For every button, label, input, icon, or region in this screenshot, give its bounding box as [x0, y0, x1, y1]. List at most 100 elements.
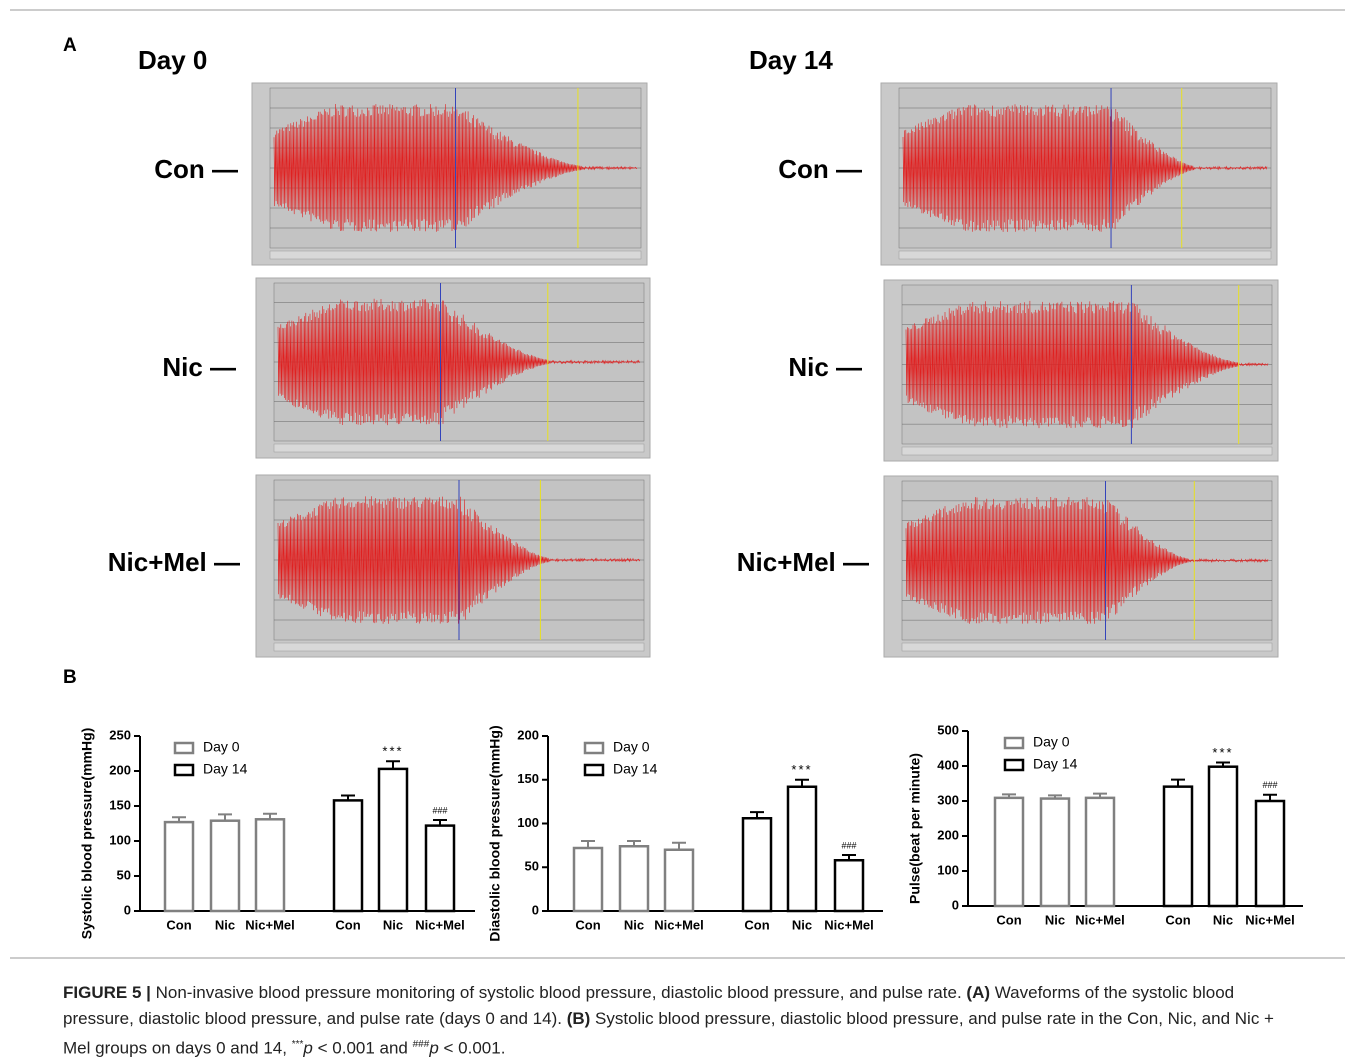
row-label: Nic —	[162, 352, 236, 382]
bar	[1209, 767, 1237, 906]
caption-label: FIGURE 5 |	[63, 983, 151, 1002]
legend-swatch	[1005, 760, 1023, 770]
caption-text: (B)	[567, 1009, 591, 1028]
y-tick-label: 50	[117, 867, 131, 882]
waveform-scale	[270, 251, 641, 259]
caption-text: ***	[292, 1039, 304, 1050]
legend-label: Day 0	[203, 739, 240, 755]
y-tick-label: 100	[937, 862, 959, 877]
legend-label: Day 14	[203, 761, 248, 777]
bar	[1086, 798, 1114, 906]
y-tick-label: 0	[532, 902, 539, 917]
y-tick-label: 100	[109, 832, 131, 847]
y-axis-label: Pulse(beat per minute)	[907, 753, 923, 904]
y-tick-label: 0	[124, 902, 131, 917]
bar	[788, 787, 816, 911]
column-label: Day 14	[749, 45, 833, 75]
bar	[574, 848, 602, 911]
legend-label: Day 0	[613, 739, 650, 755]
caption-text: < 0.001.	[444, 1039, 506, 1058]
bar	[835, 860, 863, 911]
x-tick-label: Nic+Mel	[654, 917, 704, 932]
caption-text: p	[429, 1039, 438, 1058]
legend-swatch	[1005, 738, 1023, 748]
x-tick-label: Nic+Mel	[245, 917, 295, 932]
y-tick-label: 200	[937, 827, 959, 842]
significance-label: ***	[1212, 745, 1233, 760]
x-tick-label: Nic+Mel	[415, 917, 465, 932]
bar	[211, 821, 239, 911]
x-tick-label: Nic+Mel	[1075, 912, 1125, 927]
bar	[165, 822, 193, 911]
panel-label: A	[63, 35, 77, 56]
significance-label: ###	[841, 840, 856, 850]
bar	[620, 846, 648, 911]
waveform-scale	[274, 444, 644, 452]
significance-label: ###	[432, 805, 447, 815]
row-label: Con —	[154, 154, 238, 184]
bar	[1164, 787, 1192, 906]
y-tick-label: 300	[937, 792, 959, 807]
bar	[426, 826, 454, 911]
column-label: Day 0	[138, 45, 207, 75]
caption: FIGURE 5 | Non-invasive blood pressure m…	[63, 980, 1298, 1062]
waveform-scale	[902, 447, 1272, 455]
bar	[256, 819, 284, 911]
caption-text: < 0.001 and	[318, 1039, 408, 1058]
x-tick-label: Nic	[1045, 912, 1065, 927]
legend-swatch	[175, 743, 193, 753]
bar	[334, 800, 362, 911]
waveform-scale	[274, 643, 644, 651]
caption-text: ###	[413, 1039, 430, 1050]
y-tick-label: 150	[517, 771, 539, 786]
page: A Day 0 Day 14 Con — Nic — Nic+Mel — Con…	[0, 0, 1355, 1060]
x-tick-label: Nic	[383, 917, 403, 932]
row-label: Nic+Mel —	[737, 547, 869, 577]
y-axis-label: Diastolic blood pressure(mmHg)	[487, 725, 503, 941]
waveform-scale	[902, 643, 1272, 651]
y-tick-label: 50	[525, 859, 539, 874]
x-tick-label: Con	[1165, 912, 1190, 927]
panel-label: B	[63, 667, 77, 688]
significance-label: ###	[1262, 780, 1277, 790]
x-tick-label: Nic	[624, 917, 644, 932]
y-axis-label: Systolic blood pressure(mmHg)	[79, 728, 95, 940]
y-tick-label: 100	[517, 815, 539, 830]
y-tick-label: 200	[517, 727, 539, 742]
legend-label: Day 14	[1033, 756, 1078, 772]
significance-label: ***	[791, 762, 812, 777]
y-tick-label: 250	[109, 727, 131, 742]
bar	[665, 850, 693, 911]
caption-text: Non-invasive blood pressure monitoring o…	[156, 983, 962, 1002]
x-tick-label: Nic	[215, 917, 235, 932]
y-tick-label: 400	[937, 757, 959, 772]
x-tick-label: Nic+Mel	[1245, 912, 1295, 927]
x-tick-label: Con	[575, 917, 600, 932]
x-tick-label: Nic	[792, 917, 812, 932]
bar	[1256, 801, 1284, 906]
y-tick-label: 0	[952, 897, 959, 912]
x-tick-label: Con	[335, 917, 360, 932]
bar	[379, 769, 407, 911]
row-label: Nic+Mel —	[108, 547, 240, 577]
bar	[743, 818, 771, 911]
waveform-scale	[899, 251, 1271, 259]
bar	[1041, 799, 1069, 906]
caption-text: (A)	[966, 983, 990, 1002]
legend-swatch	[585, 743, 603, 753]
legend-swatch	[585, 765, 603, 775]
row-label: Con —	[778, 154, 862, 184]
y-tick-label: 150	[109, 797, 131, 812]
significance-label: ***	[382, 744, 403, 759]
legend-swatch	[175, 765, 193, 775]
row-label: Nic —	[788, 352, 862, 382]
x-tick-label: Con	[166, 917, 191, 932]
x-tick-label: Nic+Mel	[824, 917, 874, 932]
x-tick-label: Nic	[1213, 912, 1233, 927]
y-tick-label: 200	[109, 762, 131, 777]
y-tick-label: 500	[937, 722, 959, 737]
caption-text: p	[303, 1039, 312, 1058]
x-tick-label: Con	[744, 917, 769, 932]
figure: A Day 0 Day 14 Con — Nic — Nic+Mel — Con…	[0, 0, 1355, 960]
legend-label: Day 0	[1033, 734, 1070, 750]
